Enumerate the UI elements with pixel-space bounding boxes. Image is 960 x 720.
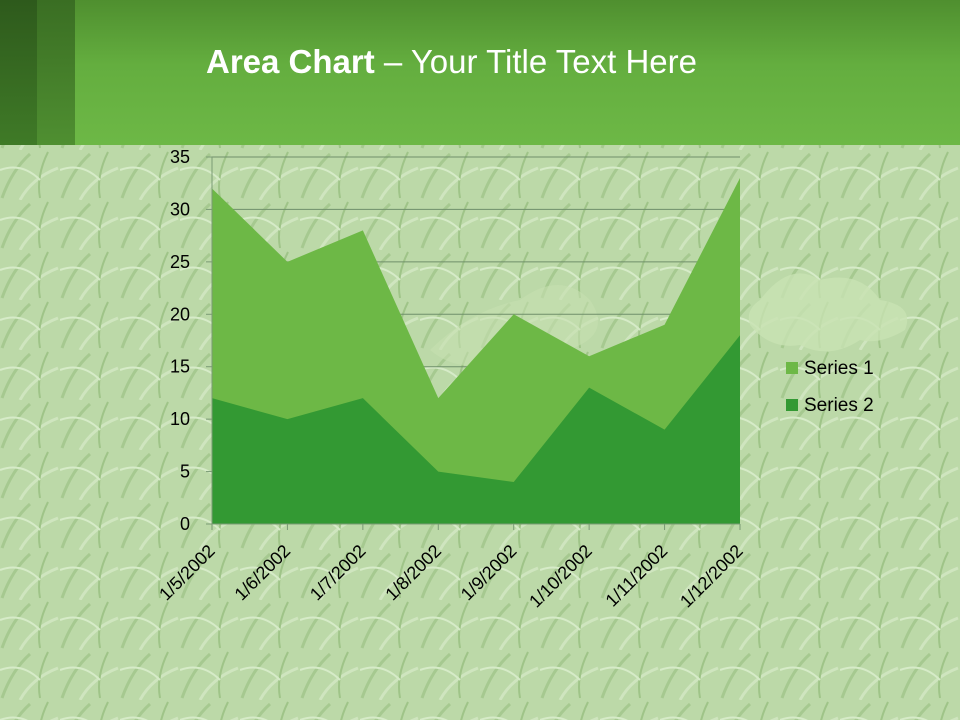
y-tick-label: 10 — [170, 409, 190, 429]
slide-header: Area Chart – Your Title Text Here — [0, 0, 960, 145]
x-tick-label: 1/6/2002 — [231, 541, 295, 605]
y-tick-label: 15 — [170, 357, 190, 377]
y-tick-label: 25 — [170, 252, 190, 272]
header-accent-stripe — [0, 0, 37, 145]
legend-swatch-series-1 — [786, 362, 798, 374]
series-2-area — [212, 335, 740, 524]
x-tick-label: 1/5/2002 — [155, 541, 219, 605]
x-tick-label: 1/11/2002 — [602, 541, 672, 611]
title-bold-part: Area Chart — [206, 43, 375, 80]
y-tick-label: 0 — [180, 514, 190, 534]
leaf-shape — [748, 273, 908, 352]
y-tick-label: 35 — [170, 147, 190, 167]
y-tick-label: 5 — [180, 462, 190, 482]
x-tick-label: 1/7/2002 — [306, 541, 370, 605]
title-rest-part: – Your Title Text Here — [374, 43, 697, 80]
slide-title: Area Chart – Your Title Text Here — [206, 40, 697, 88]
y-tick-label: 30 — [170, 199, 190, 219]
y-tick-label: 20 — [170, 304, 190, 324]
x-tick-label: 1/10/2002 — [525, 541, 596, 612]
x-tick-label: 1/12/2002 — [676, 541, 747, 612]
legend-label-series-1: Series 1 — [804, 358, 874, 379]
header-accent-stripe-2 — [37, 0, 75, 145]
x-tick-label: 1/9/2002 — [457, 541, 521, 605]
legend-label-series-2: Series 2 — [804, 395, 874, 416]
x-tick-label: 1/8/2002 — [381, 541, 445, 605]
legend-swatch-series-2 — [786, 399, 798, 411]
